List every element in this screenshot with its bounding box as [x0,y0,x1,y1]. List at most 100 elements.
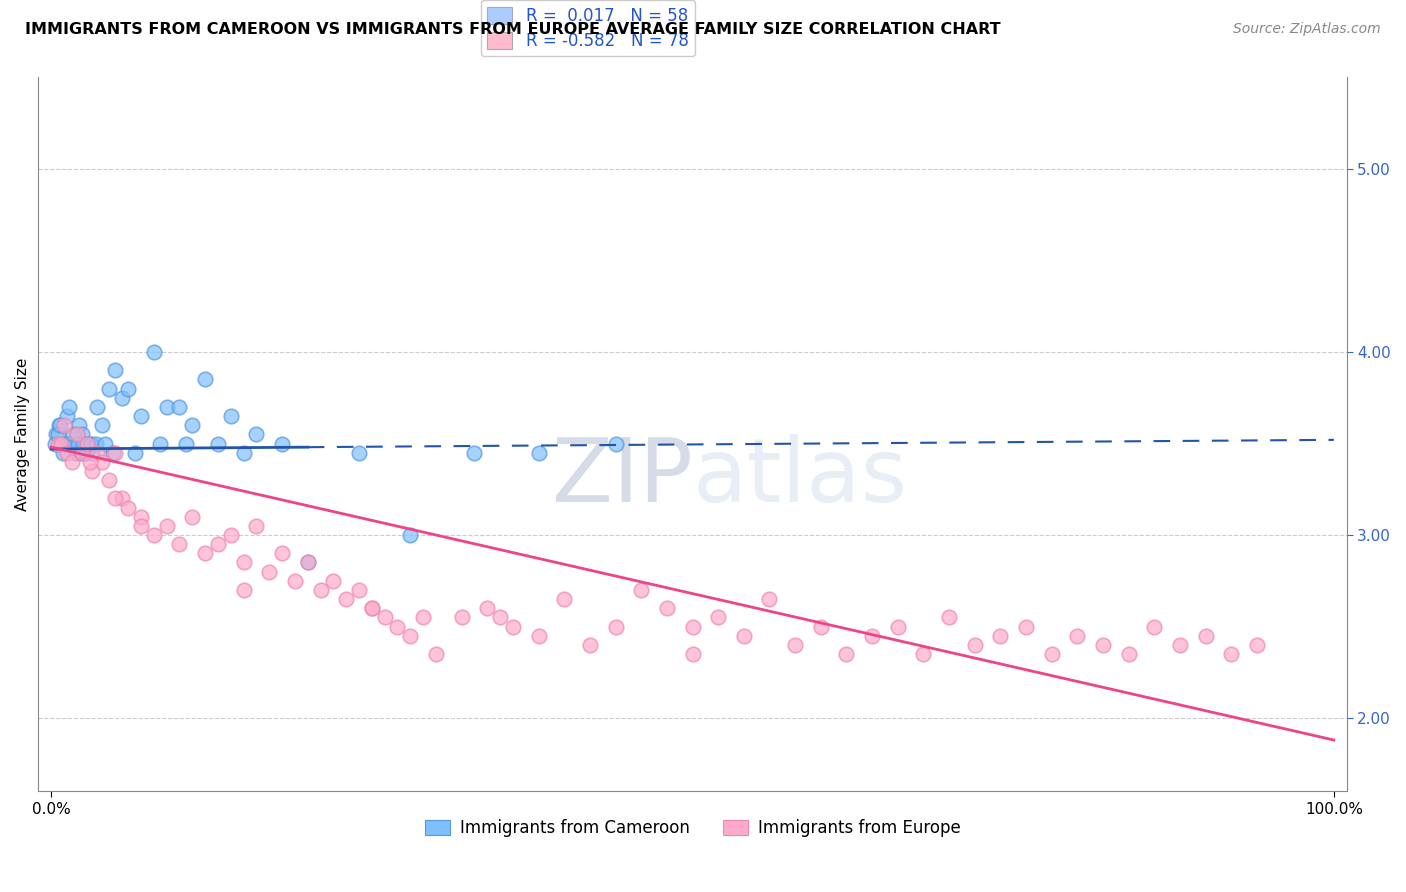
Point [207,436,229,450]
Point [1118,647,1140,661]
Text: atlas: atlas [693,434,908,521]
Point [55,445,77,459]
Point [124,445,146,459]
Point [463,445,485,459]
Point [142,528,165,542]
Point [232,582,254,597]
Point [579,638,602,652]
Point [605,436,627,450]
Point [887,619,910,633]
Point [938,610,960,624]
Point [70,445,93,459]
Point [387,619,409,633]
Point [174,436,197,450]
Point [1040,647,1063,661]
Point [82,445,104,459]
Point [91,455,114,469]
Point [1246,638,1268,652]
Point [181,418,204,433]
Point [309,582,332,597]
Point [322,574,344,588]
Point [155,400,177,414]
Point [79,436,101,450]
Point [46,436,69,450]
Point [117,382,139,396]
Point [104,445,127,459]
Point [245,519,267,533]
Point [59,436,82,450]
Point [232,556,254,570]
Point [630,582,652,597]
Point [86,400,108,414]
Point [785,638,807,652]
Point [84,436,107,450]
Point [60,436,83,450]
Point [450,610,472,624]
Point [707,610,730,624]
Point [51,436,73,450]
Point [360,601,382,615]
Point [758,592,780,607]
Point [97,382,120,396]
Point [48,418,70,433]
Point [374,610,396,624]
Point [1143,619,1166,633]
Point [53,418,76,433]
Point [527,445,550,459]
Point [66,427,89,442]
Point [142,345,165,359]
Point [104,363,127,377]
Point [52,445,75,459]
Point [425,647,447,661]
Point [297,556,319,570]
Point [347,582,370,597]
Point [58,400,80,414]
Point [835,647,858,661]
Point [271,436,294,450]
Point [655,601,678,615]
Point [62,427,84,442]
Point [335,592,357,607]
Point [91,418,114,433]
Point [399,629,422,643]
Point [912,647,935,661]
Point [1194,629,1216,643]
Point [82,464,104,478]
Point [56,436,79,450]
Point [232,445,254,459]
Point [63,436,86,450]
Y-axis label: Average Family Size: Average Family Size [15,358,30,511]
Point [527,629,550,643]
Point [412,610,434,624]
Point [111,391,134,405]
Point [117,500,139,515]
Point [104,491,127,506]
Point [194,546,217,560]
Point [682,647,704,661]
Point [553,592,575,607]
Point [399,528,422,542]
Point [94,436,117,450]
Point [502,619,524,633]
Point [129,509,152,524]
Point [53,436,76,450]
Point [46,427,69,442]
Point [1091,638,1114,652]
Point [80,436,103,450]
Point [1168,638,1191,652]
Point [55,409,77,423]
Point [97,473,120,487]
Point [605,619,627,633]
Point [1066,629,1088,643]
Point [1015,619,1038,633]
Point [477,601,499,615]
Point [271,546,294,560]
Point [155,519,177,533]
Point [219,528,242,542]
Point [207,537,229,551]
Point [111,491,134,506]
Point [489,610,512,624]
Point [51,436,73,450]
Point [66,427,89,442]
Point [69,445,91,459]
